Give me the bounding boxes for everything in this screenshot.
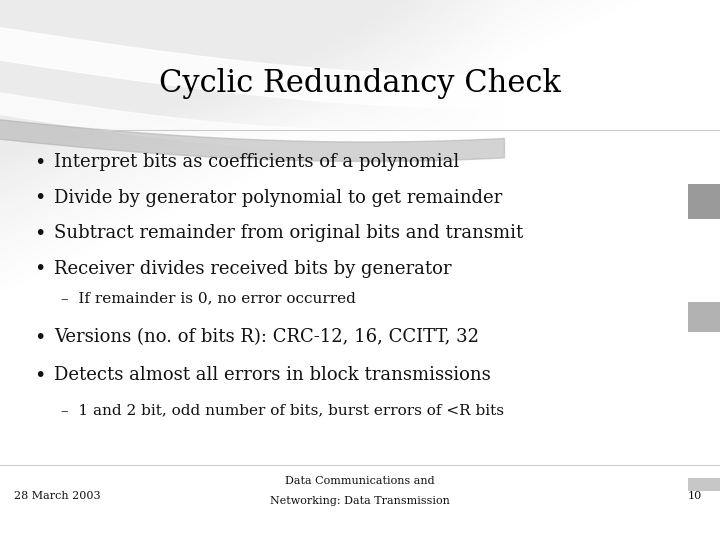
- Polygon shape: [0, 0, 446, 204]
- Polygon shape: [0, 0, 227, 104]
- Polygon shape: [0, 0, 219, 100]
- Polygon shape: [0, 0, 267, 123]
- Polygon shape: [0, 0, 243, 111]
- Polygon shape: [0, 0, 421, 193]
- Polygon shape: [0, 0, 381, 174]
- Text: •: •: [34, 152, 45, 172]
- Polygon shape: [0, 0, 591, 271]
- Polygon shape: [0, 0, 40, 18]
- Text: Versions (no. of bits R): CRC-12, 16, CCITT, 32: Versions (no. of bits R): CRC-12, 16, CC…: [54, 328, 479, 347]
- Polygon shape: [0, 0, 138, 63]
- Text: Interpret bits as coefficients of a polynomial: Interpret bits as coefficients of a poly…: [54, 153, 459, 171]
- Polygon shape: [0, 0, 81, 37]
- Polygon shape: [0, 0, 202, 93]
- Polygon shape: [0, 0, 65, 30]
- Text: Data Communications and: Data Communications and: [285, 476, 435, 485]
- Polygon shape: [0, 0, 389, 178]
- Polygon shape: [0, 0, 341, 156]
- Polygon shape: [0, 0, 259, 119]
- Text: Networking: Data Transmission: Networking: Data Transmission: [270, 496, 450, 506]
- Polygon shape: [0, 0, 186, 85]
- Polygon shape: [0, 0, 624, 286]
- Polygon shape: [0, 0, 73, 33]
- Text: •: •: [34, 188, 45, 207]
- Polygon shape: [0, 0, 130, 59]
- Polygon shape: [0, 0, 57, 26]
- Polygon shape: [0, 0, 292, 134]
- Polygon shape: [0, 0, 275, 126]
- Polygon shape: [0, 0, 114, 52]
- Polygon shape: [0, 0, 413, 190]
- Text: Cyclic Redundancy Check: Cyclic Redundancy Check: [159, 68, 561, 99]
- Polygon shape: [0, 0, 454, 208]
- Polygon shape: [0, 0, 373, 171]
- Polygon shape: [0, 0, 162, 74]
- Polygon shape: [0, 0, 194, 89]
- Text: Subtract remainder from original bits and transmit: Subtract remainder from original bits an…: [54, 224, 523, 242]
- Polygon shape: [0, 0, 510, 234]
- Polygon shape: [0, 0, 24, 11]
- Polygon shape: [0, 0, 122, 56]
- Polygon shape: [0, 0, 145, 67]
- Polygon shape: [0, 0, 632, 289]
- Polygon shape: [0, 0, 332, 152]
- Polygon shape: [0, 0, 348, 160]
- Polygon shape: [0, 0, 526, 241]
- Polygon shape: [0, 0, 608, 279]
- FancyBboxPatch shape: [688, 302, 720, 332]
- Polygon shape: [0, 0, 356, 163]
- Polygon shape: [0, 0, 364, 167]
- Polygon shape: [0, 0, 89, 41]
- Text: Divide by generator polynomial to get remainder: Divide by generator polynomial to get re…: [54, 188, 503, 207]
- Polygon shape: [0, 0, 32, 15]
- Polygon shape: [0, 0, 284, 130]
- Polygon shape: [0, 0, 324, 148]
- Polygon shape: [0, 0, 105, 48]
- Text: Receiver divides received bits by generator: Receiver divides received bits by genera…: [54, 260, 451, 278]
- Polygon shape: [0, 0, 179, 82]
- Text: Detects almost all errors in block transmissions: Detects almost all errors in block trans…: [54, 366, 491, 384]
- Polygon shape: [0, 0, 503, 230]
- Polygon shape: [0, 0, 154, 71]
- Polygon shape: [0, 0, 397, 182]
- Polygon shape: [0, 0, 211, 97]
- Polygon shape: [0, 0, 518, 238]
- Polygon shape: [0, 0, 486, 223]
- Text: 28 March 2003: 28 March 2003: [14, 491, 101, 501]
- Polygon shape: [0, 0, 97, 45]
- Polygon shape: [0, 0, 8, 4]
- Polygon shape: [0, 0, 429, 197]
- Polygon shape: [0, 0, 640, 293]
- Polygon shape: [0, 0, 575, 264]
- Text: •: •: [34, 328, 45, 347]
- Polygon shape: [0, 0, 543, 249]
- Polygon shape: [0, 0, 599, 275]
- Polygon shape: [0, 0, 251, 115]
- Text: –  If remainder is 0, no error occurred: – If remainder is 0, no error occurred: [61, 292, 356, 306]
- Polygon shape: [0, 0, 559, 256]
- Polygon shape: [0, 0, 567, 260]
- Polygon shape: [0, 0, 49, 22]
- Polygon shape: [0, 0, 494, 226]
- Text: •: •: [34, 366, 45, 385]
- Text: –  1 and 2 bit, odd number of bits, burst errors of <R bits: – 1 and 2 bit, odd number of bits, burst…: [61, 403, 504, 417]
- Polygon shape: [0, 0, 235, 107]
- Polygon shape: [0, 0, 405, 186]
- Text: 10: 10: [688, 491, 702, 501]
- Polygon shape: [0, 0, 170, 78]
- Polygon shape: [0, 0, 469, 215]
- Polygon shape: [0, 0, 462, 212]
- Polygon shape: [0, 0, 300, 137]
- Polygon shape: [0, 0, 308, 141]
- FancyBboxPatch shape: [688, 184, 720, 219]
- Polygon shape: [0, 0, 438, 200]
- Polygon shape: [0, 0, 551, 252]
- Polygon shape: [0, 0, 583, 267]
- Text: •: •: [34, 259, 45, 279]
- Polygon shape: [0, 0, 534, 245]
- Text: •: •: [34, 224, 45, 243]
- Polygon shape: [0, 0, 316, 145]
- FancyBboxPatch shape: [688, 478, 720, 491]
- Polygon shape: [0, 0, 17, 8]
